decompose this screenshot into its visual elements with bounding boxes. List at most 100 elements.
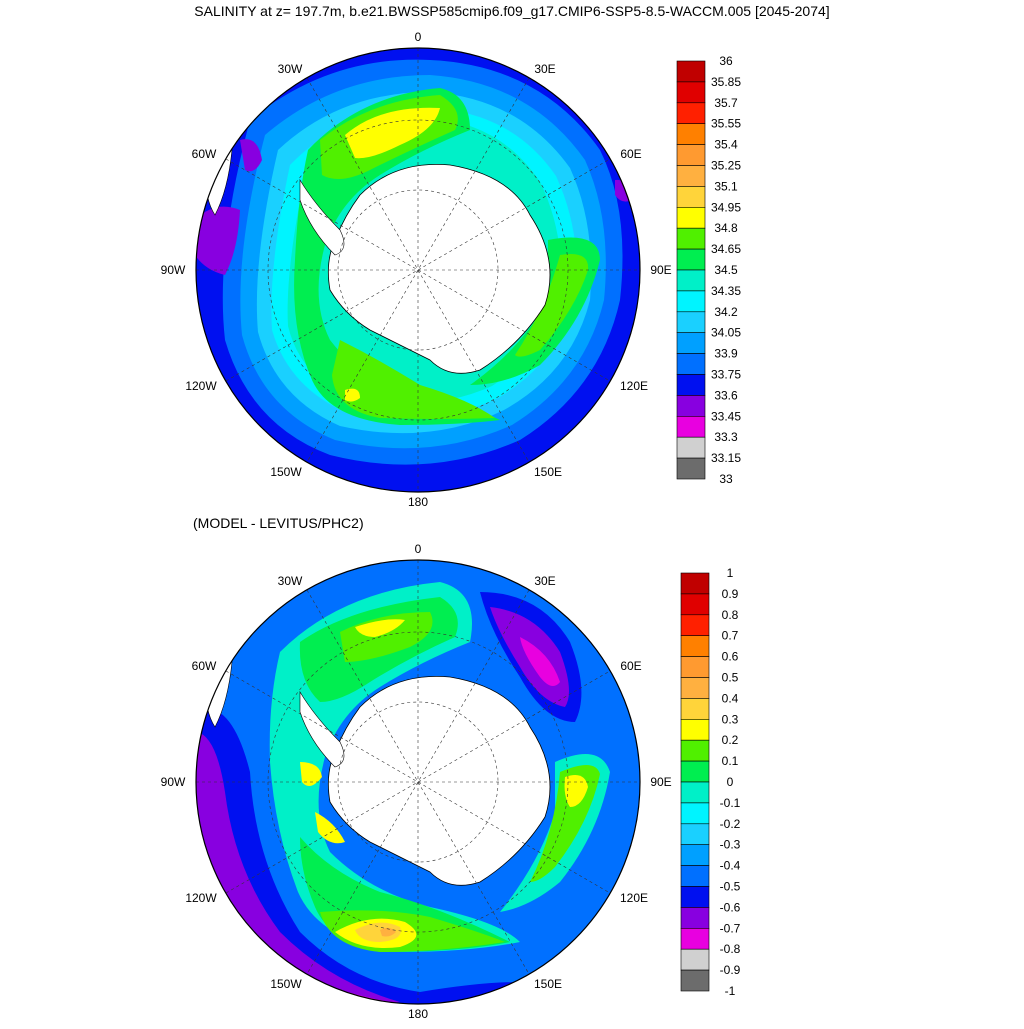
colorbar-swatch — [680, 656, 710, 678]
salinity-colorbar: 36 35.85 35.7 35.55 35.4 35.25 35.1 34.95 34.8 34… — [676, 54, 741, 486]
lon-label: 150W — [270, 465, 302, 479]
colorbar-swatch — [680, 719, 710, 741]
difference-map-panel: 0 30E 60E 90E 120E 150E 180 150W 120W 90… — [0, 512, 1024, 1024]
lon-label: 30E — [534, 62, 555, 76]
lon-label: 180 — [408, 495, 428, 509]
colorbar-swatch — [680, 886, 710, 908]
colorbar-swatch — [680, 781, 710, 804]
lon-label: 90W — [161, 263, 186, 277]
lon-label: 120W — [185, 379, 217, 393]
lon-label: 30W — [278, 62, 303, 76]
colorbar-swatch — [680, 572, 710, 595]
colorbar-tick-label: 35.4 — [714, 138, 738, 152]
colorbar-swatch — [680, 802, 710, 825]
colorbar-swatch — [676, 186, 706, 208]
colorbar-tick-label: 35.7 — [714, 96, 738, 110]
colorbar-tick-label: -0.9 — [720, 963, 741, 977]
salinity-polar-map — [195, 47, 641, 493]
lon-label: 60E — [620, 147, 641, 161]
difference-colorbar: 1 0.9 0.8 0.7 0.6 0.5 0.4 0.3 0.2 0.1 0 -0.1 -0.2 -0.… — [680, 566, 741, 998]
colorbar-swatch — [676, 60, 706, 83]
colorbar-swatch — [680, 823, 710, 845]
colorbar-swatch — [676, 374, 706, 396]
colorbar-tick-label: 0.9 — [722, 587, 739, 601]
colorbar-swatch — [676, 144, 706, 166]
colorbar-tick-label: -0.5 — [720, 880, 741, 894]
colorbar-swatch — [676, 332, 706, 354]
colorbar-swatch — [680, 677, 710, 699]
colorbar-tick-label: -0.6 — [720, 900, 741, 914]
colorbar-swatch — [676, 227, 706, 250]
colorbar-tick-label: 0.8 — [722, 608, 739, 622]
lon-label: 150E — [534, 465, 562, 479]
lon-label: 90E — [650, 263, 671, 277]
lon-label: 90E — [650, 775, 671, 789]
difference-subtitle: (MODEL - LEVITUS/PHC2) — [193, 515, 364, 531]
colorbar-tick-label: 0 — [727, 775, 734, 789]
colorbar-swatch — [680, 907, 710, 929]
colorbar-swatch — [676, 457, 706, 480]
colorbar-tick-label: -0.8 — [720, 942, 741, 956]
lon-label: 180 — [408, 1007, 428, 1021]
colorbar-swatch — [680, 948, 710, 971]
colorbar-swatch — [676, 123, 706, 145]
colorbar-tick-label: 36 — [719, 54, 733, 68]
colorbar-swatch — [676, 207, 706, 229]
lon-label: 120E — [620, 891, 648, 905]
colorbar-tick-label: 0.3 — [722, 712, 739, 726]
colorbar-tick-label: 35.85 — [711, 75, 741, 89]
colorbar-tick-label: 0.5 — [722, 671, 739, 685]
colorbar-swatch — [676, 436, 706, 459]
colorbar-swatch — [676, 81, 706, 104]
colorbar-tick-label: 34.35 — [711, 284, 741, 298]
colorbar-swatch — [680, 865, 710, 887]
colorbar-swatch — [676, 102, 706, 125]
lon-label: 30W — [278, 574, 303, 588]
longitude-labels-top: 0 30E 60E 90E 120E 150E 180 150W 120W 90… — [161, 30, 672, 509]
colorbar-swatch — [680, 593, 710, 616]
colorbar-tick-label: 35.25 — [711, 159, 741, 173]
lon-label: 0 — [415, 30, 422, 44]
lon-label: 90W — [161, 775, 186, 789]
colorbar-tick-label: 33.6 — [714, 388, 738, 402]
colorbar-tick-label: 33.75 — [711, 368, 741, 382]
colorbar-tick-label: -0.2 — [720, 817, 741, 831]
colorbar-swatch — [680, 739, 710, 762]
colorbar-tick-label: -0.3 — [720, 838, 741, 852]
lon-label: 150W — [270, 977, 302, 991]
colorbar-tick-label: 34.65 — [711, 242, 741, 256]
figure-title: SALINITY at z= 197.7m, b.e21.BWSSP585cmi… — [194, 3, 830, 19]
lon-label: 30E — [534, 574, 555, 588]
lon-label: 60E — [620, 659, 641, 673]
lon-label: 60W — [192, 659, 217, 673]
longitude-labels-bottom: 0 30E 60E 90E 120E 150E 180 150W 120W 90… — [161, 542, 672, 1021]
colorbar-tick-label: 34.95 — [711, 200, 741, 214]
colorbar-swatch — [680, 969, 710, 992]
colorbar-tick-label: 35.55 — [711, 117, 741, 131]
colorbar-swatch — [676, 269, 706, 292]
colorbar-tick-label: 0.4 — [722, 691, 739, 705]
colorbar-swatch — [680, 635, 710, 657]
colorbar-swatch — [680, 844, 710, 866]
colorbar-tick-label: 34.2 — [714, 305, 738, 319]
colorbar-swatch — [676, 353, 706, 375]
colorbar-tick-label: 33 — [719, 472, 733, 486]
colorbar-tick-label: 34.8 — [714, 221, 738, 235]
colorbar-tick-label: -0.1 — [720, 796, 741, 810]
colorbar-swatch — [676, 165, 706, 187]
colorbar-tick-label: 33.15 — [711, 451, 741, 465]
lon-label: 60W — [192, 147, 217, 161]
colorbar-swatch — [676, 311, 706, 333]
colorbar-swatch — [676, 395, 706, 417]
lon-label: 150E — [534, 977, 562, 991]
salinity-map-panel: 0 30E 60E 90E 120E 150E 180 150W 120W 90… — [0, 0, 1024, 512]
colorbar-tick-label: 0.2 — [722, 733, 739, 747]
lon-label: 120E — [620, 379, 648, 393]
colorbar-swatch — [680, 614, 710, 637]
colorbar-tick-label: -0.4 — [720, 859, 741, 873]
colorbar-tick-label: 35.1 — [714, 179, 738, 193]
lon-label: 0 — [415, 542, 422, 556]
colorbar-tick-label: 0.7 — [722, 629, 739, 643]
colorbar-tick-label: 0.6 — [722, 650, 739, 664]
colorbar-tick-label: 33.9 — [714, 347, 738, 361]
